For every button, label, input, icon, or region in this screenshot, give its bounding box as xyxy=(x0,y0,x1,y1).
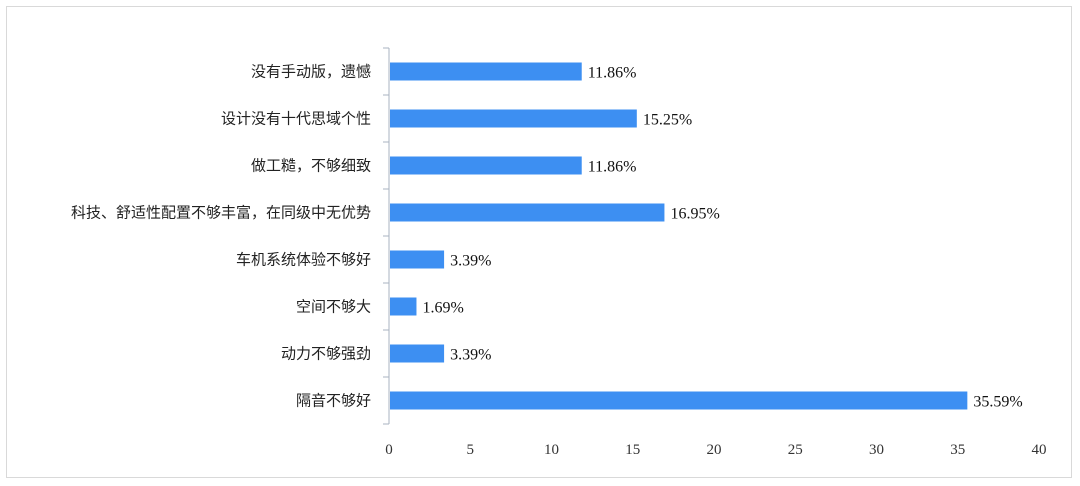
value-label: 16.95% xyxy=(670,206,719,223)
x-tick-label: 15 xyxy=(625,442,640,458)
value-label: 3.39% xyxy=(450,347,491,364)
value-label: 35.59% xyxy=(973,394,1022,411)
x-tick-label: 5 xyxy=(467,442,475,458)
bar xyxy=(390,250,445,269)
category-label: 车机系统体验不够好 xyxy=(236,251,371,269)
bar xyxy=(390,156,582,175)
value-label: 11.86% xyxy=(588,159,637,176)
bar xyxy=(390,203,665,222)
bar xyxy=(390,391,968,410)
bar xyxy=(390,344,445,363)
category-label: 没有手动版，遗憾 xyxy=(251,63,371,81)
category-label: 空间不够大 xyxy=(296,298,371,316)
category-label: 设计没有十代思域个性 xyxy=(221,110,371,128)
x-tick-label: 10 xyxy=(544,442,559,458)
x-tick-label: 30 xyxy=(869,442,884,458)
x-tick-label: 0 xyxy=(385,442,393,458)
bar xyxy=(390,297,417,316)
value-label: 3.39% xyxy=(450,253,491,270)
x-tick-label: 20 xyxy=(707,442,722,458)
bar xyxy=(390,109,637,128)
value-label: 11.86% xyxy=(588,65,637,82)
category-label: 做工糙，不够细致 xyxy=(251,157,371,175)
value-label: 1.69% xyxy=(422,300,463,317)
category-label: 隔音不够好 xyxy=(296,392,371,410)
x-tick-label: 40 xyxy=(1032,442,1047,458)
bar xyxy=(390,62,582,81)
value-label: 15.25% xyxy=(643,112,692,129)
x-tick-label: 35 xyxy=(950,442,965,458)
x-tick-label: 25 xyxy=(788,442,803,458)
category-label: 动力不够强劲 xyxy=(281,345,371,363)
category-label: 科技、舒适性配置不够丰富，在同级中无优势 xyxy=(71,204,371,222)
